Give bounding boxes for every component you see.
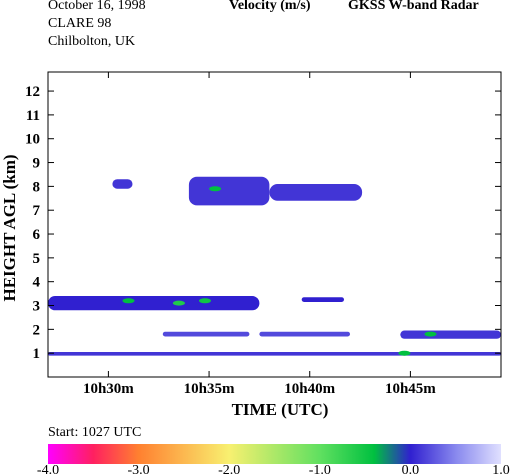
colorbar-tick-label: 0.0	[402, 463, 420, 476]
y-tick-label: 1	[33, 346, 41, 362]
colorbar-tick-label: 1.0	[492, 463, 510, 476]
colorbar-tick-label: -1.0	[309, 463, 331, 476]
x-axis-label: TIME (UTC)	[232, 400, 329, 419]
chart-title: Velocity (m/s)	[229, 0, 311, 13]
green-patch-2	[172, 300, 185, 306]
y-tick-label: 4	[33, 275, 41, 291]
y-tick-label: 9	[33, 156, 41, 172]
echo-region-4	[48, 296, 260, 311]
y-axis-label: HEIGHT AGL (km)	[0, 154, 19, 301]
x-tick-label: 10h40m	[284, 381, 335, 397]
echo-layer	[48, 176, 501, 356]
colorbar-ticks: -4.0 -3.0 -2.0 -1.0 0.0 1.0	[37, 463, 510, 476]
echo-region-8	[400, 330, 501, 339]
echo-region-2	[269, 184, 363, 201]
x-tick-label: 10h30m	[83, 381, 134, 397]
y-tick-label: 6	[33, 227, 41, 243]
green-patch-3	[199, 298, 211, 304]
plot-frame	[47, 71, 502, 378]
colorbar-tick-label: -2.0	[218, 463, 240, 476]
colorbar-tick-label: -3.0	[128, 463, 150, 476]
green-patch-1	[209, 186, 222, 192]
colorbar-tick-label: -4.0	[37, 463, 59, 476]
echo-region-9	[48, 352, 501, 356]
echo-region-6	[162, 331, 250, 337]
campaign-label: CLARE 98	[48, 16, 112, 31]
y-tick-label: 2	[33, 322, 41, 338]
y-tick-label: 3	[33, 299, 41, 315]
instrument-label: GKSS W-band Radar	[348, 0, 479, 13]
echo-region-7	[259, 331, 350, 337]
green-patch-4	[122, 298, 135, 304]
y-tick-label: 8	[33, 179, 41, 195]
y-tick-label: 11	[26, 108, 40, 124]
y-tick-label: 10	[25, 132, 40, 148]
echo-region-5	[301, 297, 344, 302]
x-tick-label: 10h35m	[184, 381, 235, 397]
y-tick-label: 5	[33, 251, 41, 267]
y-tick-label: 7	[33, 203, 41, 219]
start-time-label: Start: 1027 UTC	[48, 425, 142, 440]
echo-region-1	[188, 176, 270, 206]
green-patch-5	[398, 350, 411, 356]
x-tick-label: 10h45m	[385, 381, 436, 397]
y-tick-label: 12	[25, 84, 40, 100]
green-patch-6	[424, 331, 437, 337]
echo-region-3	[112, 179, 133, 189]
date-label: October 16, 1998	[48, 0, 146, 13]
colorbar	[48, 444, 501, 464]
location-label: Chilbolton, UK	[48, 34, 136, 49]
